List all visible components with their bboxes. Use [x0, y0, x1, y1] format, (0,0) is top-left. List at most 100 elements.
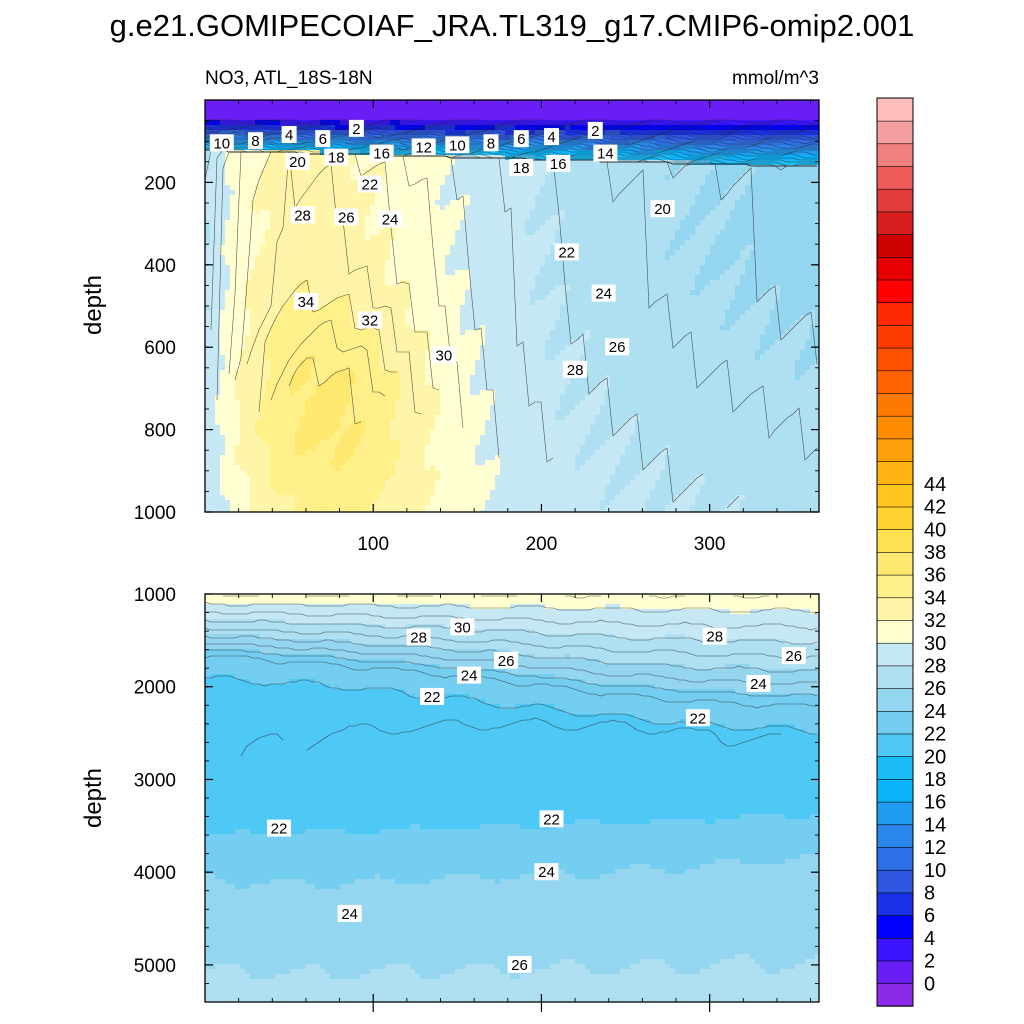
contour-fill-cell	[730, 215, 736, 221]
contour-fill-cell	[655, 195, 661, 201]
contour-fill-cell	[350, 295, 356, 301]
contour-fill-cell	[535, 250, 541, 256]
contour-fill-cell	[460, 275, 466, 281]
contour-fill-cell	[770, 175, 776, 181]
contour-fill-cell	[410, 280, 416, 286]
contour-fill-cell	[665, 230, 671, 236]
contour-fill-cell	[670, 115, 676, 121]
contour-fill-cell	[350, 150, 356, 156]
contour-fill-cell	[510, 180, 516, 186]
contour-fill-cell	[300, 240, 306, 246]
contour-fill-cell	[745, 150, 751, 156]
contour-fill-cell	[720, 210, 726, 216]
contour-fill-cell	[620, 165, 626, 171]
contour-fill-cell	[385, 120, 391, 126]
contour-fill-cell	[360, 280, 366, 286]
contour-fill-cell	[215, 225, 221, 231]
contour-fill-cell	[495, 240, 501, 246]
contour-fill-cell	[460, 230, 466, 236]
contour-fill-cell	[385, 290, 391, 296]
contour-fill-cell	[720, 180, 726, 186]
contour-fill-cell	[265, 110, 271, 116]
contour-fill-cell	[475, 260, 481, 266]
contour-fill-cell	[725, 230, 731, 236]
contour-fill-cell	[670, 105, 676, 111]
contour-fill-cell	[260, 280, 266, 286]
contour-fill-cell	[500, 105, 506, 111]
contour-fill-cell	[745, 130, 751, 136]
contour-fill-cell	[220, 245, 226, 251]
contour-fill-cell	[730, 245, 736, 251]
contour-fill-cell	[395, 170, 401, 176]
contour-fill-cell	[440, 205, 446, 211]
contour-fill-cell	[545, 100, 551, 106]
contour-fill-cell	[345, 130, 351, 136]
contour-fill-cell	[210, 250, 216, 256]
contour-fill-cell	[270, 255, 276, 261]
contour-fill-cell	[790, 260, 796, 266]
contour-fill-cell	[390, 235, 396, 241]
contour-fill-cell	[315, 270, 321, 276]
contour-fill-cell	[450, 260, 456, 266]
contour-fill-cell	[275, 160, 281, 166]
contour-fill-cell	[470, 100, 476, 106]
contour-fill-cell	[795, 120, 801, 126]
contour-fill-cell	[500, 110, 506, 116]
contour-fill-cell	[690, 260, 696, 266]
contour-fill-cell	[315, 290, 321, 296]
contour-fill-cell	[310, 255, 316, 261]
contour-fill-cell	[240, 260, 246, 266]
contour-fill-cell	[455, 225, 461, 231]
contour-fill-cell	[255, 160, 261, 166]
contour-fill-cell	[320, 180, 326, 186]
contour-fill-cell	[205, 150, 211, 156]
contour-fill-cell	[650, 220, 656, 226]
contour-fill-cell	[760, 150, 766, 156]
contour-fill-cell	[650, 100, 656, 106]
contour-fill-cell	[310, 250, 316, 256]
contour-fill-cell	[715, 240, 721, 246]
contour-fill-cell	[700, 285, 706, 291]
contour-fill-cell	[500, 275, 506, 281]
contour-fill-cell	[745, 265, 751, 271]
contour-fill-cell	[220, 260, 226, 266]
contour-fill-cell	[435, 225, 441, 231]
contour-fill-cell	[610, 135, 616, 141]
contour-fill-cell	[750, 295, 756, 301]
contour-fill-cell	[680, 100, 686, 106]
contour-fill-cell	[725, 250, 731, 256]
contour-fill-cell	[655, 250, 661, 256]
contour-fill-cell	[480, 235, 486, 241]
contour-fill-cell	[285, 185, 291, 191]
contour-fill-cell	[520, 105, 526, 111]
contour-fill-cell	[300, 185, 306, 191]
contour-fill-cell	[625, 145, 631, 151]
contour-fill-cell	[540, 135, 546, 141]
contour-fill-cell	[245, 240, 251, 246]
contour-fill-cell	[250, 240, 256, 246]
contour-fill-cell	[605, 135, 611, 141]
contour-fill-cell	[495, 260, 501, 266]
contour-fill-cell	[295, 230, 301, 236]
contour-fill-cell	[645, 165, 651, 171]
contour-fill-cell	[700, 185, 706, 191]
contour-fill-cell	[625, 140, 631, 146]
contour-fill-cell	[260, 205, 266, 211]
contour-fill-cell	[685, 260, 691, 266]
contour-fill-cell	[675, 180, 681, 186]
contour-fill-cell	[205, 125, 211, 131]
contour-fill-cell	[255, 250, 261, 256]
contour-fill-cell	[715, 225, 721, 231]
contour-fill-cell	[290, 255, 296, 261]
contour-fill-cell	[475, 175, 481, 181]
contour-fill-cell	[610, 130, 616, 136]
contour-fill-cell	[495, 250, 501, 256]
contour-fill-cell	[375, 100, 381, 106]
contour-fill-cell	[400, 230, 406, 236]
contour-fill-cell	[670, 150, 676, 156]
contour-fill-cell	[285, 105, 291, 111]
contour-fill-cell	[255, 105, 261, 111]
contour-fill-cell	[280, 290, 286, 296]
contour-fill-cell	[390, 185, 396, 191]
contour-fill-cell	[235, 165, 241, 171]
